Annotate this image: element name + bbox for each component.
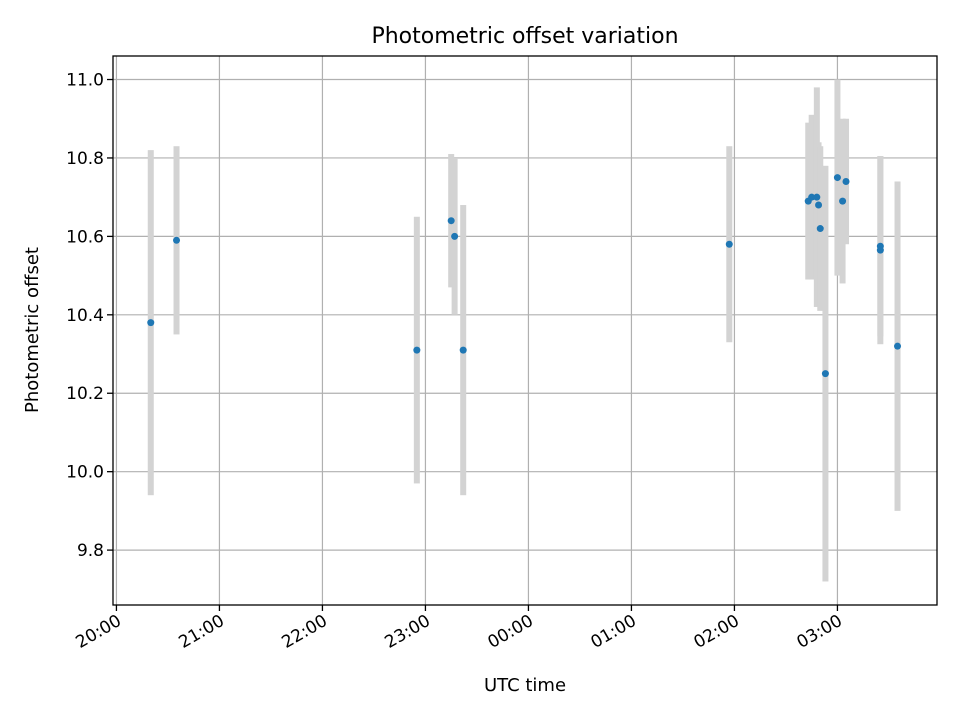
x-axis-label: UTC time — [484, 675, 566, 696]
data-point — [813, 193, 821, 201]
data-point — [821, 370, 829, 378]
data-point — [842, 177, 850, 185]
data-point — [894, 342, 902, 350]
data-point — [447, 217, 455, 225]
data-point — [833, 174, 841, 182]
y-tick-label: 10.2 — [66, 384, 104, 404]
data-point — [173, 236, 181, 244]
data-point — [459, 346, 467, 354]
data-points — [147, 174, 902, 378]
y-tick-label: 10.6 — [66, 227, 104, 247]
data-point — [816, 225, 824, 233]
data-point — [839, 197, 847, 205]
data-point — [451, 232, 459, 240]
chart-title: Photometric offset variation — [371, 24, 678, 49]
data-point — [725, 240, 733, 248]
plot-frame — [112, 55, 938, 606]
data-point — [808, 193, 816, 201]
data-point — [413, 346, 421, 354]
y-tick-label: 11.0 — [66, 71, 104, 91]
data-point — [147, 319, 155, 327]
y-axis-label: Photometric offset — [22, 247, 43, 413]
data-point — [815, 201, 823, 209]
y-tick-label: 10.4 — [66, 306, 104, 326]
data-point — [876, 246, 884, 254]
y-tick-label: 9.8 — [77, 541, 104, 561]
y-tick-label: 10.8 — [66, 149, 104, 169]
y-tick-label: 10.0 — [66, 463, 104, 483]
